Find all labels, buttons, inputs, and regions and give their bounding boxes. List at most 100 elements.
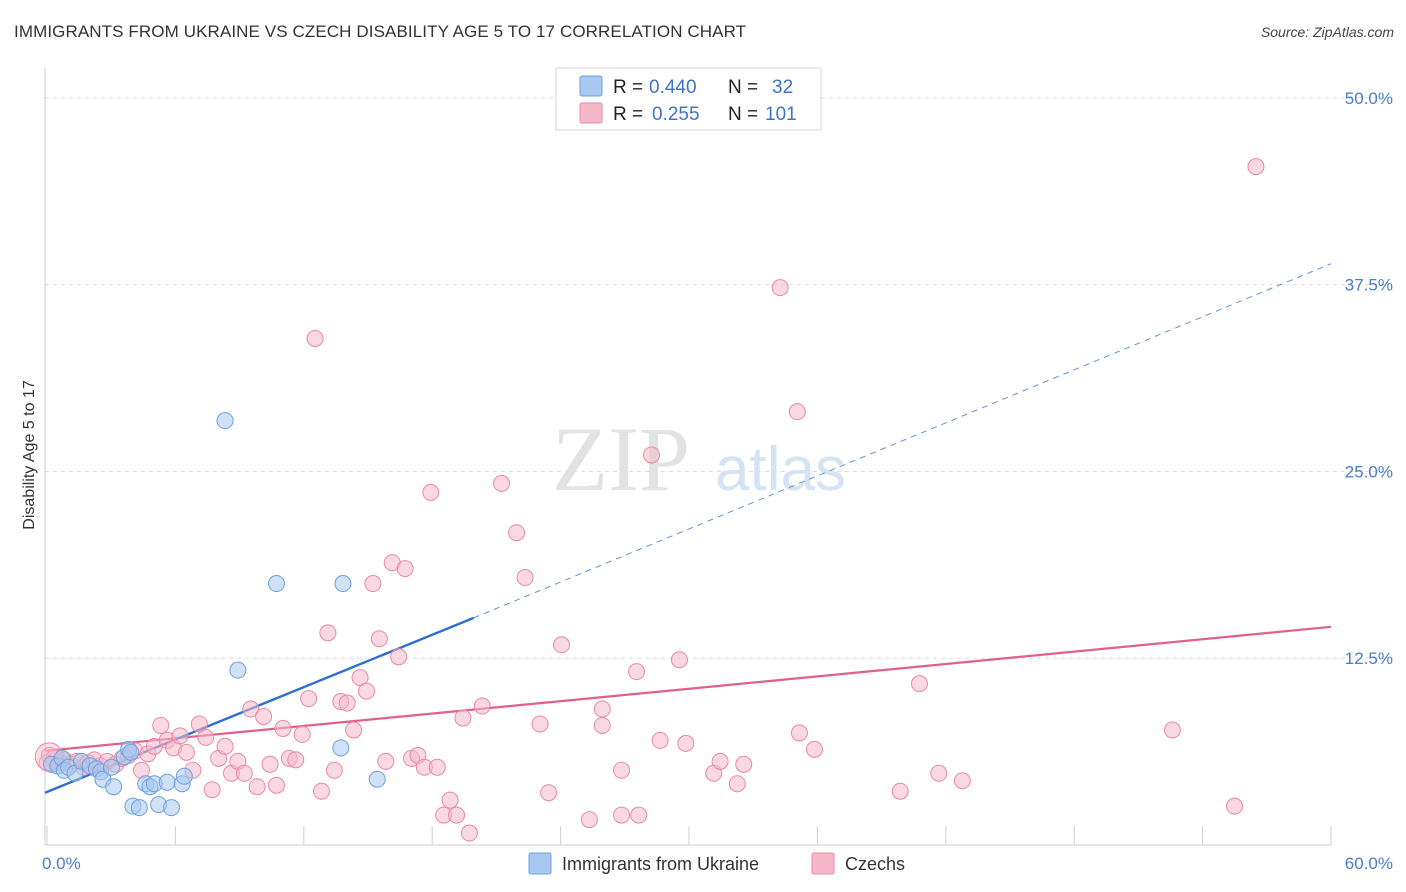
czech-point [788,403,806,421]
czech-point [255,707,273,725]
czech-point [300,690,318,708]
stats-legend-r-value-czech: 0.255 [652,104,700,125]
czech-point [1247,158,1265,176]
czech-point [312,782,330,800]
czech-point [613,761,631,779]
stats-legend-r-label-czech: R = [613,104,648,125]
ukraine-point [368,770,386,788]
ukraine-point [332,739,350,757]
chart-title: IMMIGRANTS FROM UKRAINE VS CZECH DISABIL… [14,22,747,41]
czech-point [396,560,414,578]
czech-point [910,675,928,693]
x-tick-label: 0.0% [42,854,81,873]
czech-point [287,751,305,769]
czech-point [152,716,170,734]
czech-point [448,806,466,824]
grid [45,97,1386,659]
stats-legend: R = 0.440 N = 32 R = 0.255 N = 101 [555,67,822,131]
y-tick-label: 50.0% [1345,89,1393,108]
czech-point [370,630,388,648]
ukraine-point [267,575,285,593]
czech-point [930,764,948,782]
stats-legend-swatch-czech [579,102,603,124]
czech-point [613,806,631,824]
czech-point [171,727,189,745]
y-axis-label: Disability Age 5 to 17 [21,380,38,530]
czech-point [508,524,526,542]
czech-point [197,728,215,746]
czech-point [203,781,221,799]
czech-point [267,776,285,794]
czech-point [1226,797,1244,815]
y-tick-label: 37.5% [1345,276,1393,295]
czech-point [261,755,279,773]
czech-point [531,715,549,733]
stats-legend-swatch-ukraine [579,75,603,97]
ukraine-point [122,743,140,761]
czech-point [422,483,440,501]
ukraine-trend-extension [473,263,1332,619]
czech-point [1163,721,1181,739]
czech-trend-line [44,625,1332,752]
axes [44,68,1332,846]
czech-point [319,624,337,642]
czech-point [553,636,571,654]
legend-swatch-ukraine [528,852,552,875]
ukraine-point [334,575,352,593]
stats-legend-n-value-ukraine: 32 [772,77,793,98]
ukraine-point [162,799,180,817]
czech-point [630,806,648,824]
ukraine-point [130,799,148,817]
legend-label-czech: Czechs [845,854,905,874]
czech-point [454,709,472,727]
ukraine-point [216,412,234,430]
legend-swatch-czech [811,852,835,875]
czech-point [516,569,534,587]
watermark-atlas: atlas [715,435,846,504]
y-tick-label: 12.5% [1345,649,1393,668]
czech-point [728,775,746,793]
stats-legend-r-value-ukraine: 0.440 [649,77,697,98]
stats-legend-n-label-czech: N = [728,104,763,125]
czech-point [711,752,729,770]
czech-point [293,725,311,743]
legend-label-ukraine: Immigrants from Ukraine [562,854,759,874]
czech-point [628,663,646,681]
czech-point [805,740,823,758]
czech-point [364,575,382,593]
czech-point [891,782,909,800]
czech-point [460,824,478,842]
x-tick-label: 60.0% [1345,854,1393,873]
trend-lines [44,263,1332,794]
tick-labels: 12.5% 25.0% 37.5% 50.0% 0.0% 60.0% [42,89,1393,873]
czech-point [790,724,808,742]
czech-point [428,758,446,776]
y-tick-label: 25.0% [1345,462,1393,481]
watermark-zip: ZIP [552,408,690,510]
czech-point [473,697,491,715]
czech-point [441,791,459,809]
czech-point [540,784,558,802]
czech-point [643,446,661,464]
czech-point [771,279,789,297]
czech-point [306,329,324,347]
czech-point [953,772,971,790]
ukraine-point [229,661,247,679]
czech-point [338,694,356,712]
czech-point [580,811,598,829]
series-legend: Immigrants from Ukraine Czechs [528,852,905,875]
czech-point [325,761,343,779]
ukraine-point [175,767,193,785]
czech-point [242,700,260,718]
czech-point [651,731,669,749]
czech-point [235,764,253,782]
czech-point [248,778,266,796]
czech-point [670,651,688,669]
source-label: Source: ZipAtlas.com [1260,24,1394,40]
czech-point [345,721,363,739]
czech-point [216,737,234,755]
czech-point [274,719,292,737]
czech-point [377,752,395,770]
czech-point [177,743,195,761]
